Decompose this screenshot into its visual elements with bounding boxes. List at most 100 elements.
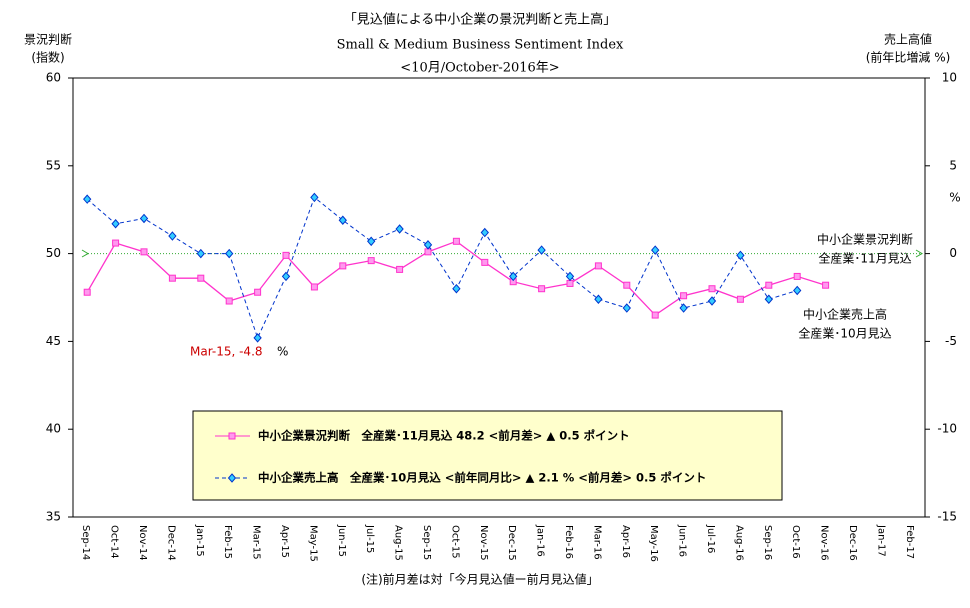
x-tick-label: Nov-14 (137, 525, 148, 561)
annotation: % (277, 345, 288, 359)
marker (423, 240, 433, 250)
marker (254, 288, 262, 296)
marker (509, 271, 518, 282)
marker (140, 248, 148, 256)
x-tick-label: Nov-15 (478, 525, 489, 561)
marker (168, 274, 176, 282)
x-tick-label: Aug-16 (733, 525, 744, 561)
y2-tick-label: -15 (937, 510, 957, 524)
x-tick-label: Jan-17 (875, 524, 886, 557)
y-axis-label: (指数) (31, 50, 64, 65)
x-tick-label: Apr-16 (620, 525, 631, 558)
x-tick-label: Mar-16 (591, 525, 602, 560)
x-tick-label: Aug-15 (393, 525, 404, 561)
chart-title: 「見込値による中小企業の景況判断と売上高」 (344, 12, 617, 28)
annotation: Mar-15, -4.8 (190, 345, 263, 359)
marker (793, 272, 801, 280)
marker (822, 281, 830, 289)
x-tick-label: Jan-15 (194, 524, 205, 557)
marker (736, 295, 744, 303)
marker (565, 271, 575, 282)
marker (282, 251, 290, 259)
y-tick-label: 40 (46, 422, 61, 436)
x-tick-label: Dec-16 (847, 525, 858, 561)
y2-tick-label: 10 (942, 71, 957, 85)
marker (310, 283, 318, 291)
marker (197, 274, 205, 282)
marker (112, 239, 120, 247)
x-tick-label: Oct-15 (449, 525, 460, 559)
x-tick-label: Nov-16 (819, 525, 830, 561)
x-tick-label: May-15 (307, 525, 318, 562)
y2-axis-label: 売上高値 (884, 32, 932, 47)
x-tick-label: Feb-15 (222, 525, 233, 559)
y-tick-label: 55 (46, 158, 61, 172)
legend (192, 410, 783, 501)
marker (367, 236, 376, 247)
marker (764, 294, 773, 305)
marker (339, 262, 347, 270)
marker (225, 297, 233, 305)
marker (396, 265, 404, 273)
marker (83, 194, 92, 204)
y-tick-label: 50 (46, 246, 61, 260)
marker (622, 303, 631, 313)
marker (367, 257, 375, 265)
y-tick-label: 45 (46, 334, 61, 348)
y2-unit: % (949, 191, 960, 205)
marker (83, 288, 91, 296)
y2-tick-label: 5 (949, 158, 957, 172)
series-line (86, 196, 798, 340)
x-tick-label: Sep-16 (762, 525, 773, 560)
chart-subtitle: Small & Medium Business Sentiment Index (337, 38, 624, 53)
marker (594, 294, 603, 305)
plot-frame (72, 77, 926, 518)
legend-marker (227, 473, 237, 483)
x-tick-label: Oct-16 (790, 525, 801, 559)
marker (338, 215, 347, 225)
marker (679, 303, 688, 313)
marker (594, 262, 602, 270)
reference-arrow (81, 249, 923, 258)
annotation: 中小企業景況判断 (817, 232, 913, 247)
y-axis-label: 景況判断 (24, 32, 72, 47)
x-tick-label: Dec-14 (165, 525, 176, 561)
marker (168, 231, 177, 241)
marker (196, 248, 205, 259)
marker (452, 283, 461, 294)
annotation: 全産業･10月見込 (798, 326, 891, 341)
marker (538, 285, 546, 293)
y2-tick-label: 0 (949, 246, 957, 260)
x-tick-label: May-16 (648, 525, 659, 562)
x-tick-label: Feb-16 (563, 525, 574, 559)
marker (793, 285, 802, 296)
marker (707, 296, 717, 306)
marker (680, 292, 688, 300)
marker (281, 271, 291, 282)
x-tick-label: Jul-15 (364, 524, 375, 553)
marker (111, 218, 120, 229)
y2-axis-label: (前年比増減 %) (866, 50, 951, 65)
marker (736, 250, 745, 261)
marker (481, 258, 489, 266)
x-tick-label: Jul-16 (705, 524, 716, 553)
legend-label: 中小企業売上高 全産業･10月見込 <前年同月比> ▲ 2.1 % <前月差> … (258, 471, 706, 485)
marker (708, 285, 716, 293)
legend-label: 中小企業景況判断 全産業･11月見込 48.2 <前月差> ▲ 0.5 ポイント (258, 429, 630, 443)
marker (253, 333, 262, 343)
x-tick-label: Sep-14 (80, 525, 91, 560)
marker (310, 192, 319, 203)
x-tick-label: Mar-15 (251, 525, 262, 560)
marker (424, 248, 432, 256)
chart-subtitle: <10月/October-2016年> (400, 61, 559, 76)
x-tick-label: Oct-14 (109, 525, 120, 559)
marker (765, 281, 773, 289)
x-tick-label: Apr-15 (279, 525, 290, 558)
marker (651, 245, 660, 255)
marker (566, 279, 574, 287)
marker (651, 311, 659, 319)
x-tick-label: Jun-16 (677, 524, 688, 557)
x-tick-label: Jun-15 (336, 524, 347, 557)
x-tick-label: Dec-15 (506, 525, 517, 561)
